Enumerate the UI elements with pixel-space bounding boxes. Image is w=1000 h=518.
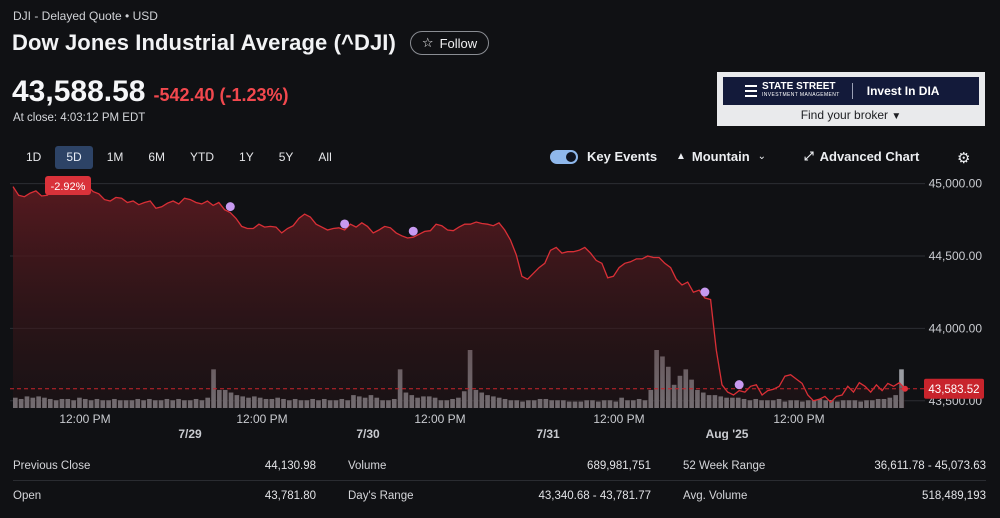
state-street-logo: STATE STREET INVESTMENT MANAGEMENT [723, 82, 840, 100]
ad-banner[interactable]: STATE STREET INVESTMENT MANAGEMENT Inves… [717, 72, 985, 126]
period-change-label: -2.92% [51, 181, 86, 193]
stat-row: Open 43,781.80 [13, 490, 316, 502]
ad-cta[interactable]: Invest In DIA [866, 84, 940, 98]
stat-row: Volume 689,981,751 [348, 460, 651, 472]
stat-value: 518,489,193 [922, 490, 986, 502]
range-tab-5y[interactable]: 5Y [278, 150, 294, 164]
x-time-label: 12:00 PM [414, 412, 465, 426]
key-event-marker[interactable] [734, 380, 744, 390]
stat-row: Previous Close 44,130.98 [13, 460, 316, 472]
range-tab-1d[interactable]: 1D [26, 150, 42, 164]
key-events-toggle[interactable]: Key Events [550, 149, 657, 164]
range-tab-all[interactable]: All [318, 150, 332, 164]
find-broker-link[interactable]: Find your broker ▼ [717, 108, 985, 122]
ad-brand-sub: INVESTMENT MANAGEMENT [762, 92, 840, 98]
stat-value: 44,130.98 [264, 460, 316, 472]
state-street-logo-icon [745, 85, 757, 97]
x-time-label: 12:00 PM [593, 412, 644, 426]
advanced-chart-label: Advanced Chart [819, 149, 920, 164]
stat-value: 43,781.80 [264, 490, 316, 502]
range-tab-6m[interactable]: 6M [148, 150, 166, 164]
last-price-tag-bg [924, 378, 984, 399]
current-price: 43,588.58 [12, 75, 146, 108]
quote-meta: DJI - Delayed Quote • USD [13, 9, 158, 23]
stat-label: Open [13, 490, 42, 502]
stat-label: Previous Close [13, 460, 91, 472]
ad-brand-name: STATE STREET [762, 81, 836, 92]
x-time-label: 12:00 PM [773, 412, 824, 426]
range-tab-5d[interactable]: 5D [55, 146, 93, 169]
title-row: Dow Jones Industrial Average (^DJI) ☆ Fo… [12, 30, 490, 56]
stat-label: Avg. Volume [683, 490, 748, 502]
x-day-label: 7/30 [356, 427, 380, 440]
stat-value: 689,981,751 [587, 460, 651, 472]
key-event-marker[interactable] [225, 202, 235, 212]
stat-row: Avg. Volume 518,489,193 [683, 490, 986, 502]
x-day-label: Aug '25 [706, 427, 749, 440]
x-time-label: 12:00 PM [236, 412, 287, 426]
key-event-marker[interactable] [700, 287, 710, 297]
range-tab-1y[interactable]: 1Y [239, 150, 254, 164]
settings-button[interactable]: ⚙ [957, 149, 970, 167]
stat-row: 52 Week Range 36,611.78 - 45,073.63 [683, 460, 986, 472]
price-area [13, 185, 905, 408]
period-change-badge: -2.92% [45, 176, 91, 195]
follow-button[interactable]: ☆ Follow [409, 31, 490, 55]
price-change: -542.40 (-1.23%) [153, 85, 289, 105]
price-line [12, 184, 906, 404]
last-price-tag: 43,583.52 [902, 378, 984, 399]
key-events-label: Key Events [587, 149, 658, 164]
key-event-marker[interactable] [340, 219, 350, 229]
close-time: At close: 4:03:12 PM EDT [13, 112, 146, 124]
ad-divider [851, 83, 853, 99]
x-day-label: 7/31 [536, 427, 560, 440]
stat-value: 43,340.68 - 43,781.77 [538, 490, 651, 502]
y-tick-label: 44,500.00 [929, 249, 983, 263]
follow-label: Follow [439, 35, 478, 51]
range-tab-1m[interactable]: 1M [106, 150, 124, 164]
toggle-switch[interactable] [550, 149, 578, 164]
last-price-label: 43,583.52 [928, 384, 979, 396]
range-tabs: 1D 5D 1M 6M YTD 1Y 5Y All [15, 146, 343, 169]
x-day-label: 7/29 [178, 427, 202, 440]
stats-divider [13, 480, 986, 481]
y-tick-label: 44,000.00 [929, 321, 983, 335]
key-event-marker[interactable] [408, 226, 418, 236]
chevron-down-icon: ⌄ [757, 151, 767, 162]
find-broker-label: Find your broker [800, 108, 889, 122]
y-tick-label: 45,000.00 [929, 177, 983, 191]
chart-type-dropdown[interactable]: ▲ Mountain ⌄ [676, 149, 766, 164]
range-tab-ytd[interactable]: YTD [190, 150, 215, 164]
stat-value: 36,611.78 - 45,073.63 [874, 460, 986, 472]
ad-logo-bar[interactable]: STATE STREET INVESTMENT MANAGEMENT Inves… [723, 77, 979, 105]
star-icon: ☆ [421, 35, 434, 50]
gear-icon: ⚙ [957, 150, 971, 167]
stat-label: Day's Range [348, 490, 414, 502]
mountain-icon: ▲ [676, 151, 686, 162]
expand-icon: ⤢ [804, 149, 814, 163]
page-title: Dow Jones Industrial Average (^DJI) [12, 30, 396, 55]
advanced-chart-button[interactable]: ⤢ Advanced Chart [804, 149, 919, 164]
x-time-label: 12:00 PM [59, 412, 110, 426]
caret-down-icon: ▼ [891, 111, 902, 122]
price-row: 43,588.58 -542.40 (-1.23%) [12, 75, 289, 109]
stat-label: Volume [348, 460, 387, 472]
last-point-marker [902, 385, 908, 392]
stat-label: 52 Week Range [683, 460, 766, 472]
stat-row: Day's Range 43,340.68 - 43,781.77 [348, 490, 651, 502]
chart-type-label: Mountain [691, 149, 750, 164]
